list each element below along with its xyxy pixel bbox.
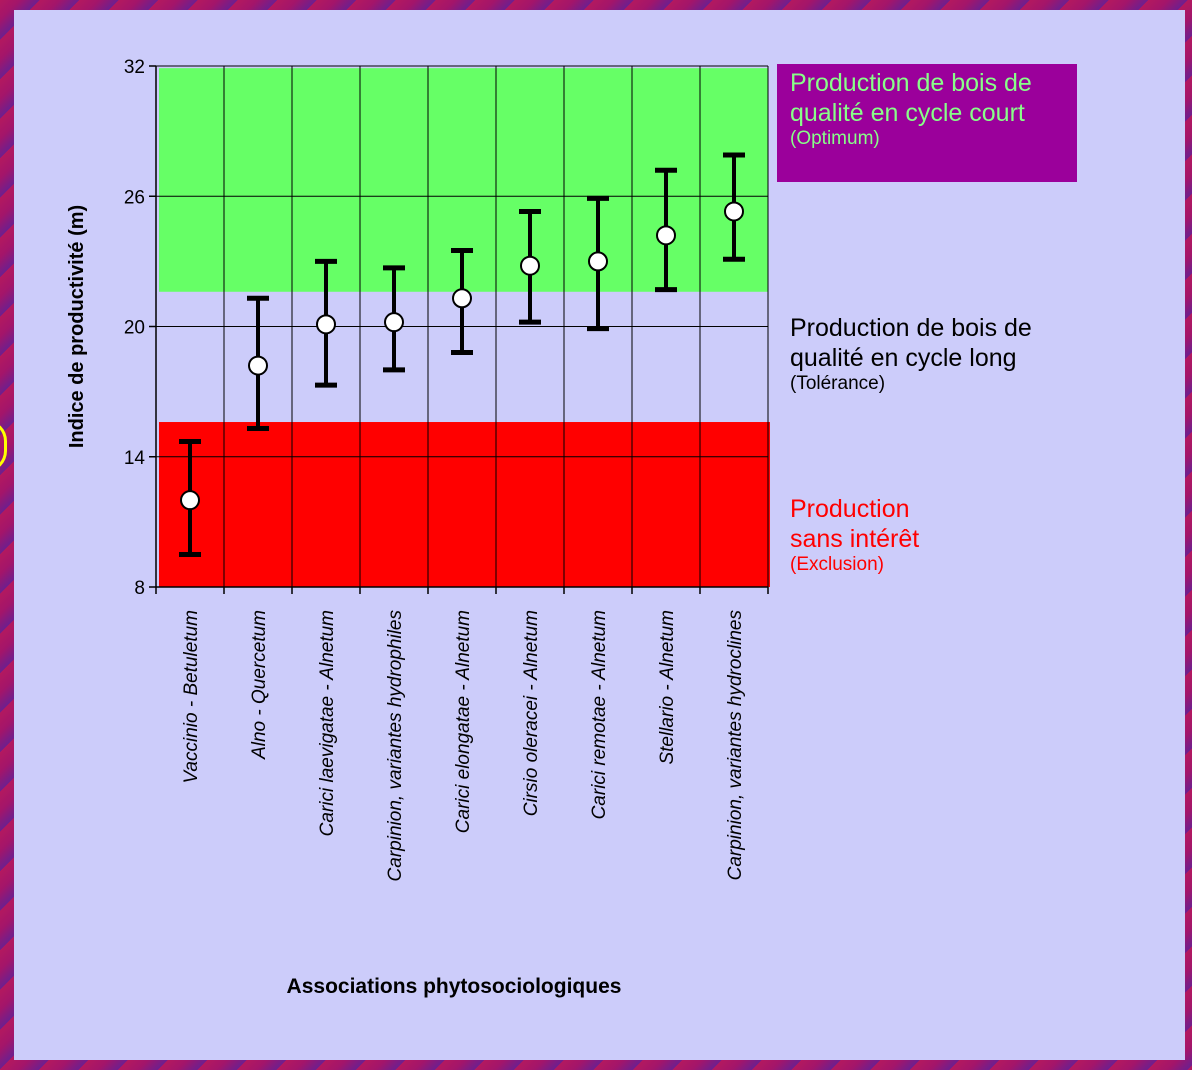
y-axis-title: Indice de productivité (m) (66, 205, 88, 448)
mean-point-8 (724, 201, 744, 222)
tolerance-label-line2: qualité en cycle long (790, 344, 1017, 372)
y-tick-label-20: 20 (124, 318, 145, 339)
mean-point-1 (248, 355, 268, 376)
mean-point-6 (588, 251, 608, 272)
exclusion-zone-label: Production sans intérêt (Exclusion) (790, 494, 1030, 577)
optimum-label-line2: qualité en cycle court (790, 99, 1025, 127)
mean-point-7 (656, 225, 676, 246)
tolerance-label-line1: Production de bois de (790, 314, 1032, 342)
tolerance-label-sub: (Tolérance) (790, 373, 886, 394)
category-label-7: Stellario - Alnetum (657, 610, 678, 765)
optimum-zone-label: Production de bois de qualité en cycle c… (777, 64, 1077, 182)
chart-panel: 8 14 20 26 32 Vaccinio - Betuletum Alno - Quer… (14, 10, 1185, 1060)
y-tick-label-26: 26 (124, 187, 145, 208)
mean-point-2 (316, 314, 336, 335)
category-label-8: Carpinion, variantes hydroclines (725, 610, 746, 881)
category-label-0: Vaccinio - Betuletum (181, 610, 202, 784)
mean-point-5 (520, 255, 540, 276)
exclusion-label-line2: sans intérêt (790, 525, 920, 553)
zone-band-exclusion (159, 422, 770, 587)
chart-svg: 8 14 20 26 32 Vaccinio - Betuletum Alno - Quer… (66, 57, 770, 998)
y-tick-label-32: 32 (124, 57, 145, 78)
y-tick-label-8: 8 (134, 578, 145, 599)
category-label-6: Carici remotae - Alnetum (589, 610, 610, 819)
decorative-edge-shape (0, 420, 7, 472)
y-tick-label-14: 14 (124, 448, 146, 469)
category-label-2: Carici laevigatae - Alnetum (317, 610, 338, 836)
mean-point-4 (452, 288, 472, 309)
category-label-1: Alno - Quercetum (249, 610, 270, 760)
category-label-3: Carpinion, variantes hydrophiles (385, 610, 406, 882)
tolerance-zone-label: Production de bois de qualité en cycle l… (790, 313, 1090, 396)
category-label-5: Cirsio oleracei - Alnetum (521, 610, 542, 816)
mean-point-3 (384, 312, 404, 333)
optimum-label-sub: (Optimum) (790, 128, 880, 149)
mean-point-0 (180, 490, 200, 511)
optimum-label-line1: Production de bois de (790, 69, 1032, 97)
category-label-4: Carici elongatae - Alnetum (453, 610, 474, 833)
x-axis-title: Associations phytosociologiques (287, 975, 622, 998)
exclusion-label-sub: (Exclusion) (790, 554, 884, 575)
exclusion-label-line1: Production (790, 495, 910, 523)
